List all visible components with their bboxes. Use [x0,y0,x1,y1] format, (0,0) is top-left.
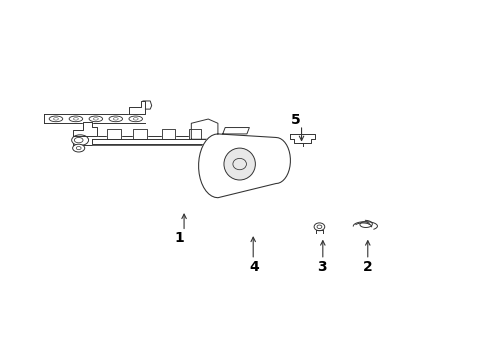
Polygon shape [162,129,175,139]
Polygon shape [133,129,146,139]
Text: 5: 5 [290,113,300,127]
Polygon shape [191,119,218,139]
Ellipse shape [69,116,82,122]
Polygon shape [73,122,97,136]
Text: 2: 2 [362,260,372,274]
Ellipse shape [109,116,122,122]
Ellipse shape [49,116,62,122]
Polygon shape [188,129,200,139]
Ellipse shape [73,144,84,152]
Ellipse shape [89,116,102,122]
Text: 3: 3 [316,260,326,274]
Ellipse shape [224,148,255,180]
Ellipse shape [129,116,142,122]
Polygon shape [223,127,249,134]
Ellipse shape [313,223,324,231]
Polygon shape [198,134,290,198]
Ellipse shape [72,135,88,145]
Polygon shape [92,139,210,144]
Polygon shape [129,101,145,114]
Text: 1: 1 [174,231,184,246]
Polygon shape [290,134,314,143]
Text: 4: 4 [249,260,259,274]
Polygon shape [106,129,121,139]
